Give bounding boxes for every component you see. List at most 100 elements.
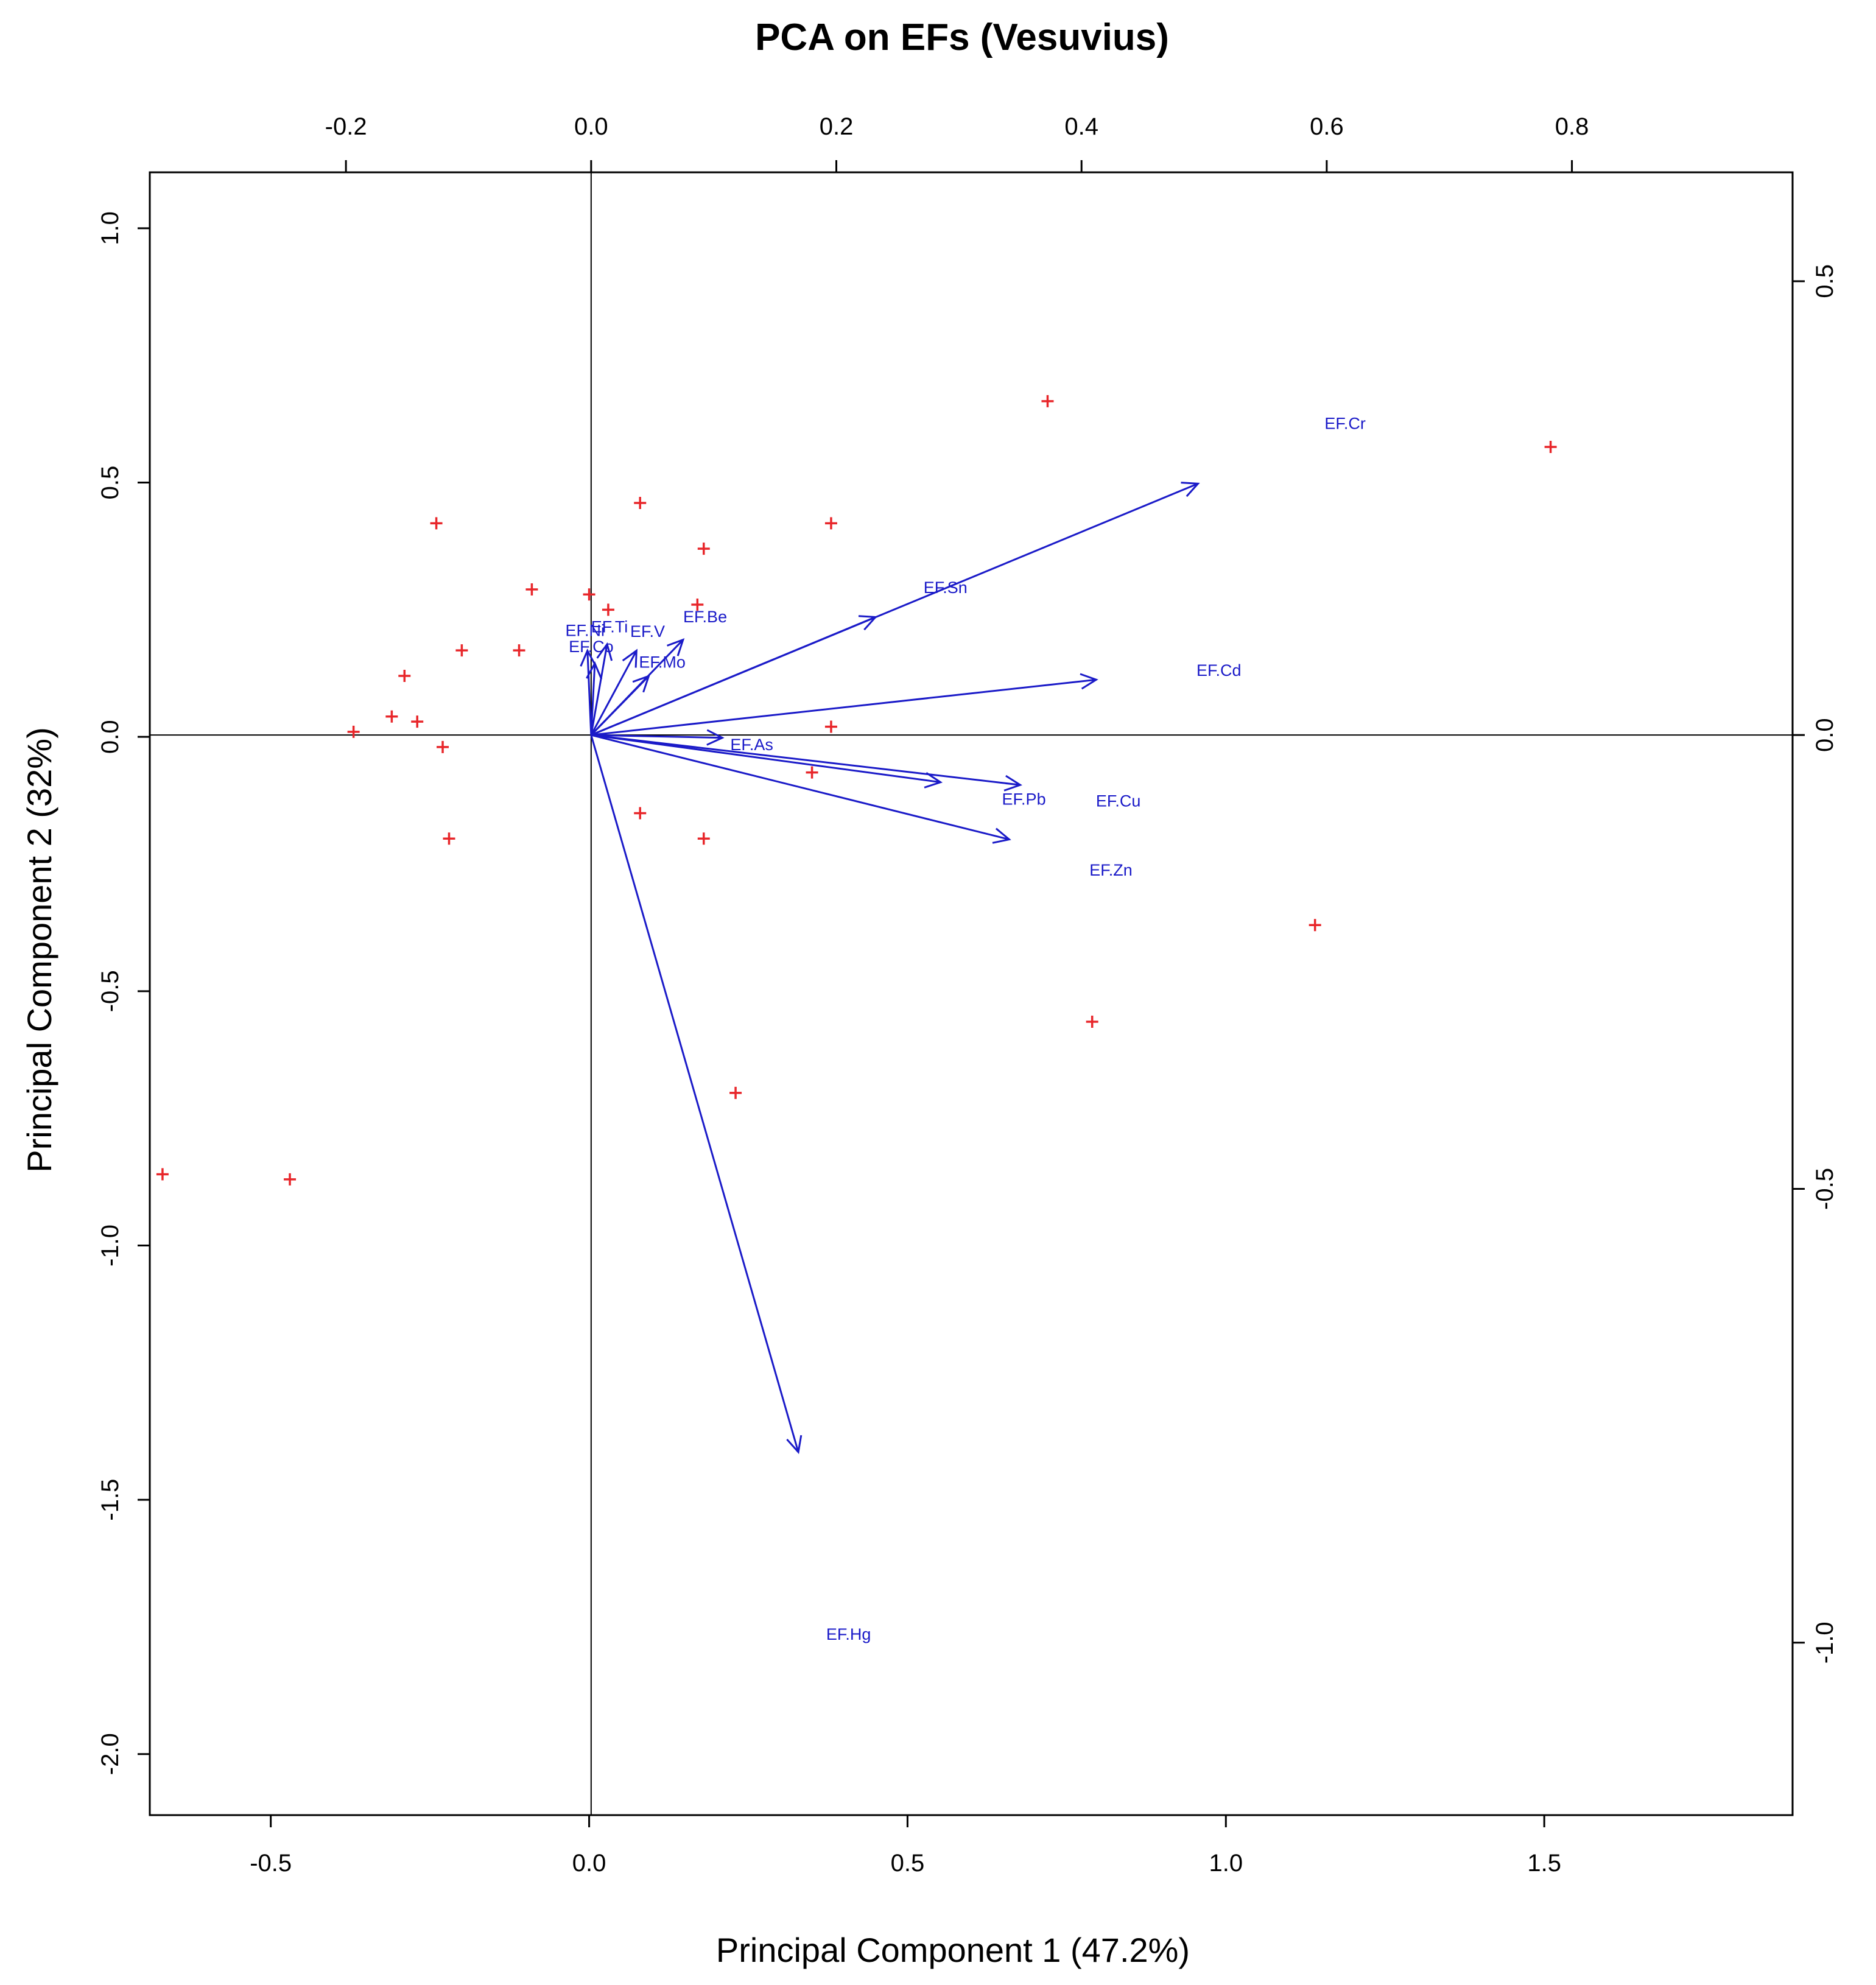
- chart-title: PCA on EFs (Vesuvius): [755, 16, 1169, 58]
- loading-arrow-head: [1003, 775, 1022, 792]
- loading-label: EF.Zn: [1089, 861, 1133, 879]
- score-point: [1309, 919, 1321, 932]
- x-tick-label: 0.0: [572, 1850, 606, 1877]
- loading-arrow-head: [858, 615, 878, 631]
- loading-ef-cu: EF.Cu: [591, 734, 1141, 810]
- loading-arrow-shaft: [591, 734, 941, 784]
- y-tick-label: 0.0: [97, 720, 124, 754]
- score-point: [385, 710, 398, 723]
- top-x-tick-label: -0.2: [325, 113, 367, 140]
- loading-label: EF.Cu: [1096, 792, 1141, 810]
- loading-ef-v: EF.V: [590, 622, 665, 736]
- score-point: [697, 543, 710, 555]
- loading-arrow-head: [632, 674, 650, 693]
- loading-ef-ti: EF.Ti: [590, 617, 628, 736]
- top-x-tick-label: 0.4: [1064, 113, 1098, 140]
- left-y-axis: 1.0 0.5 0.0 -0.5 -1.0 -1.5 -2.0: [97, 211, 150, 1775]
- plot-frame: [149, 171, 1794, 1816]
- right-y-tick-label: 0.5: [1811, 264, 1838, 298]
- score-point: [430, 517, 443, 530]
- loading-arrow-head: [924, 771, 943, 789]
- loading-arrow-head: [586, 661, 603, 680]
- right-y-tick-label: -0.5: [1811, 1168, 1838, 1210]
- x-tick-label: 0.5: [891, 1850, 925, 1877]
- loading-label: EF.Hg: [826, 1625, 871, 1643]
- loading-label: EF.Ni: [566, 621, 605, 639]
- score-point: [729, 1086, 742, 1099]
- score-point: [1544, 441, 1557, 454]
- score-point: [525, 583, 538, 596]
- bottom-x-axis: -0.5 0.0 0.5 1.0 1.5: [250, 1815, 1561, 1877]
- top-x-tick-label: 0.6: [1310, 113, 1344, 140]
- y-tick-label: -1.5: [97, 1479, 124, 1521]
- x-tick-label: 1.5: [1527, 1850, 1561, 1877]
- y-tick-label: -2.0: [97, 1733, 124, 1775]
- loading-label: EF.Sn: [924, 578, 968, 597]
- loading-arrow-shaft: [591, 678, 1097, 736]
- loading-arrow-head: [706, 729, 725, 746]
- loading-label: EF.Pb: [1002, 790, 1046, 809]
- loading-arrow-head: [992, 827, 1011, 844]
- x-tick-label: 1.0: [1209, 1850, 1243, 1877]
- loading-arrow-shaft: [590, 663, 596, 736]
- loading-ef-hg: EF.Hg: [590, 734, 871, 1643]
- score-point: [455, 644, 468, 657]
- loading-ef-zn: EF.Zn: [591, 734, 1133, 879]
- loading-arrow-shaft: [591, 734, 1010, 841]
- loading-arrow-shaft: [590, 644, 608, 736]
- y-tick-label: -0.5: [97, 970, 124, 1012]
- score-point: [824, 720, 837, 733]
- score-point: [691, 599, 704, 611]
- score-point: [284, 1173, 297, 1186]
- loading-arrow-head: [1181, 482, 1200, 497]
- right-y-tick-label: -1.0: [1811, 1621, 1838, 1664]
- score-point: [513, 644, 525, 657]
- top-x-axis: -0.2 0.0 0.2 0.4 0.6 0.8: [325, 113, 1589, 172]
- loading-arrow-shaft: [591, 734, 1021, 786]
- loading-arrow-shaft: [590, 734, 799, 1453]
- y-axis-title: Principal Component 2 (32%): [20, 727, 58, 1172]
- loading-arrow-head: [667, 638, 685, 656]
- loading-label: EF.Cd: [1196, 661, 1242, 680]
- loading-ef-as: EF.As: [591, 729, 773, 754]
- y-tick-label: 0.5: [97, 466, 124, 500]
- loading-arrow-head: [786, 1435, 803, 1455]
- loading-arrow-shaft: [586, 650, 592, 736]
- loading-arrow-head: [596, 642, 613, 661]
- right-y-axis: 0.5 0.0 -0.5 -1.0: [1793, 264, 1838, 1664]
- loading-label: EF.V: [630, 622, 665, 641]
- score-points: [156, 395, 1557, 1186]
- loading-ef-co: EF.Co: [569, 638, 614, 736]
- score-point: [347, 725, 360, 738]
- loading-label: EF.Ti: [591, 617, 628, 636]
- score-point: [411, 715, 424, 728]
- loading-label: EF.Mo: [639, 653, 686, 671]
- loading-ef-mo: EF.Mo: [590, 653, 686, 736]
- score-point: [806, 766, 818, 779]
- score-point: [1086, 1015, 1098, 1028]
- score-point: [443, 832, 455, 845]
- top-x-tick-label: 0.0: [574, 113, 608, 140]
- loading-label: EF.Cr: [1324, 414, 1366, 432]
- loading-arrow-shaft: [590, 675, 650, 736]
- y-tick-label: -1.0: [97, 1224, 124, 1267]
- score-point: [634, 496, 647, 509]
- score-point: [583, 588, 595, 601]
- top-x-tick-label: 0.8: [1555, 113, 1589, 140]
- score-point: [1041, 395, 1054, 407]
- score-point: [398, 669, 411, 682]
- loading-ef-pb: EF.Pb: [591, 734, 1046, 809]
- score-point: [697, 832, 710, 845]
- loading-ef-sn: EF.Sn: [591, 578, 968, 736]
- loading-label: EF.As: [730, 736, 773, 754]
- x-tick-label: -0.5: [250, 1850, 292, 1877]
- score-point: [602, 603, 614, 616]
- loading-ef-ni: EF.Ni: [566, 621, 605, 736]
- loading-label: EF.Co: [569, 638, 614, 656]
- y-tick-label: 1.0: [97, 211, 124, 245]
- score-point: [156, 1168, 169, 1181]
- loading-arrow-head: [580, 648, 597, 667]
- loading-arrow-head: [622, 648, 638, 668]
- loading-arrow-shaft: [591, 734, 723, 739]
